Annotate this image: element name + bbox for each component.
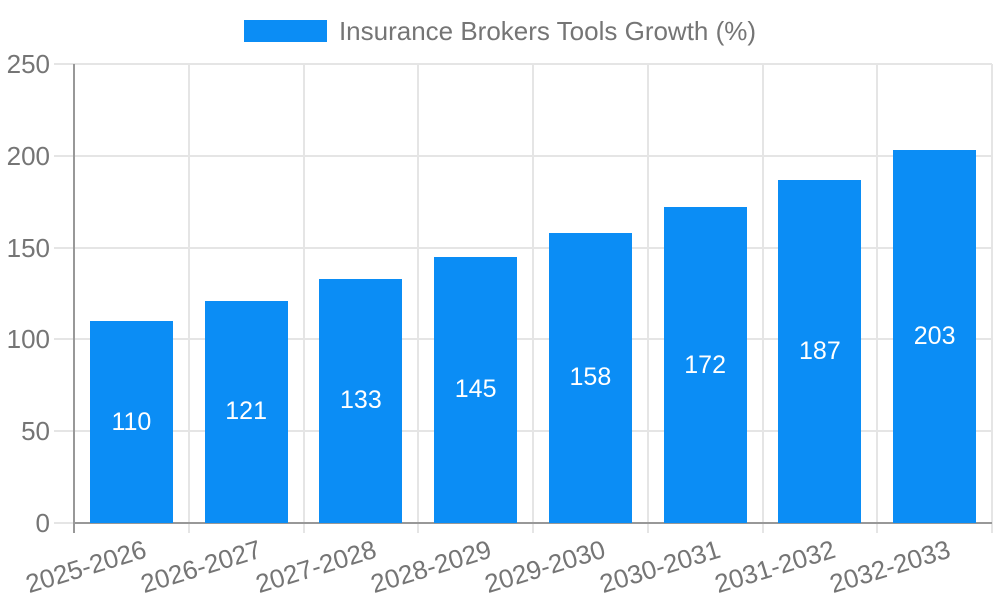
- bar[interactable]: 110: [89, 321, 173, 523]
- gridline-vertical: [991, 64, 993, 533]
- bar[interactable]: 172: [663, 207, 747, 523]
- bar-value-label: 187: [799, 336, 841, 365]
- gridline-horizontal: [54, 63, 992, 65]
- y-axis-tick-label: 250: [6, 49, 50, 79]
- gridline-vertical: [761, 64, 764, 533]
- gridline-vertical: [646, 64, 649, 533]
- gridline-horizontal: [54, 522, 74, 524]
- x-axis-line: [74, 522, 992, 524]
- bar[interactable]: 187: [778, 179, 862, 523]
- y-axis-tick-label: 100: [6, 324, 50, 355]
- bar[interactable]: 145: [434, 256, 518, 523]
- bar[interactable]: 133: [319, 278, 403, 523]
- bar[interactable]: 203: [893, 150, 977, 523]
- gridline-vertical: [876, 64, 879, 533]
- bar-value-label: 172: [684, 350, 726, 379]
- bar-value-label: 145: [454, 375, 497, 404]
- bar-value-label: 203: [913, 322, 956, 351]
- gridline-vertical: [532, 64, 534, 533]
- y-axis-tick-label: 0: [35, 508, 50, 538]
- gridline-horizontal: [54, 154, 992, 157]
- gridline-vertical: [302, 64, 305, 533]
- y-axis-tick-label: 50: [21, 416, 50, 447]
- gridline-vertical: [187, 64, 190, 533]
- gridline-horizontal: [54, 338, 992, 341]
- y-axis-tick-label: 200: [6, 140, 50, 171]
- y-axis-tick-label: 150: [6, 232, 50, 263]
- gridline-vertical: [417, 64, 420, 533]
- bar-value-label: 158: [569, 363, 612, 392]
- legend-label: Insurance Brokers Tools Growth (%): [338, 16, 757, 46]
- gridline-horizontal: [54, 246, 992, 249]
- legend-swatch: [243, 20, 327, 42]
- bar-value-label: 121: [225, 397, 267, 426]
- y-axis-line: [73, 64, 75, 533]
- bar-value-label: 110: [111, 407, 152, 436]
- chart-legend[interactable]: Insurance Brokers Tools Growth (%): [0, 17, 1000, 45]
- gridline-horizontal: [54, 430, 992, 433]
- bar[interactable]: 158: [548, 232, 632, 523]
- bar-value-label: 133: [340, 386, 382, 415]
- bar[interactable]: 121: [204, 300, 288, 523]
